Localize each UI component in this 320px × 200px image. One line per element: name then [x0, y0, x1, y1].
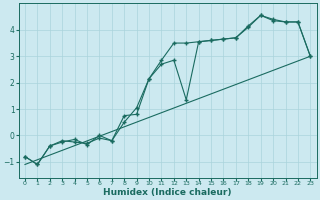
X-axis label: Humidex (Indice chaleur): Humidex (Indice chaleur): [103, 188, 232, 197]
